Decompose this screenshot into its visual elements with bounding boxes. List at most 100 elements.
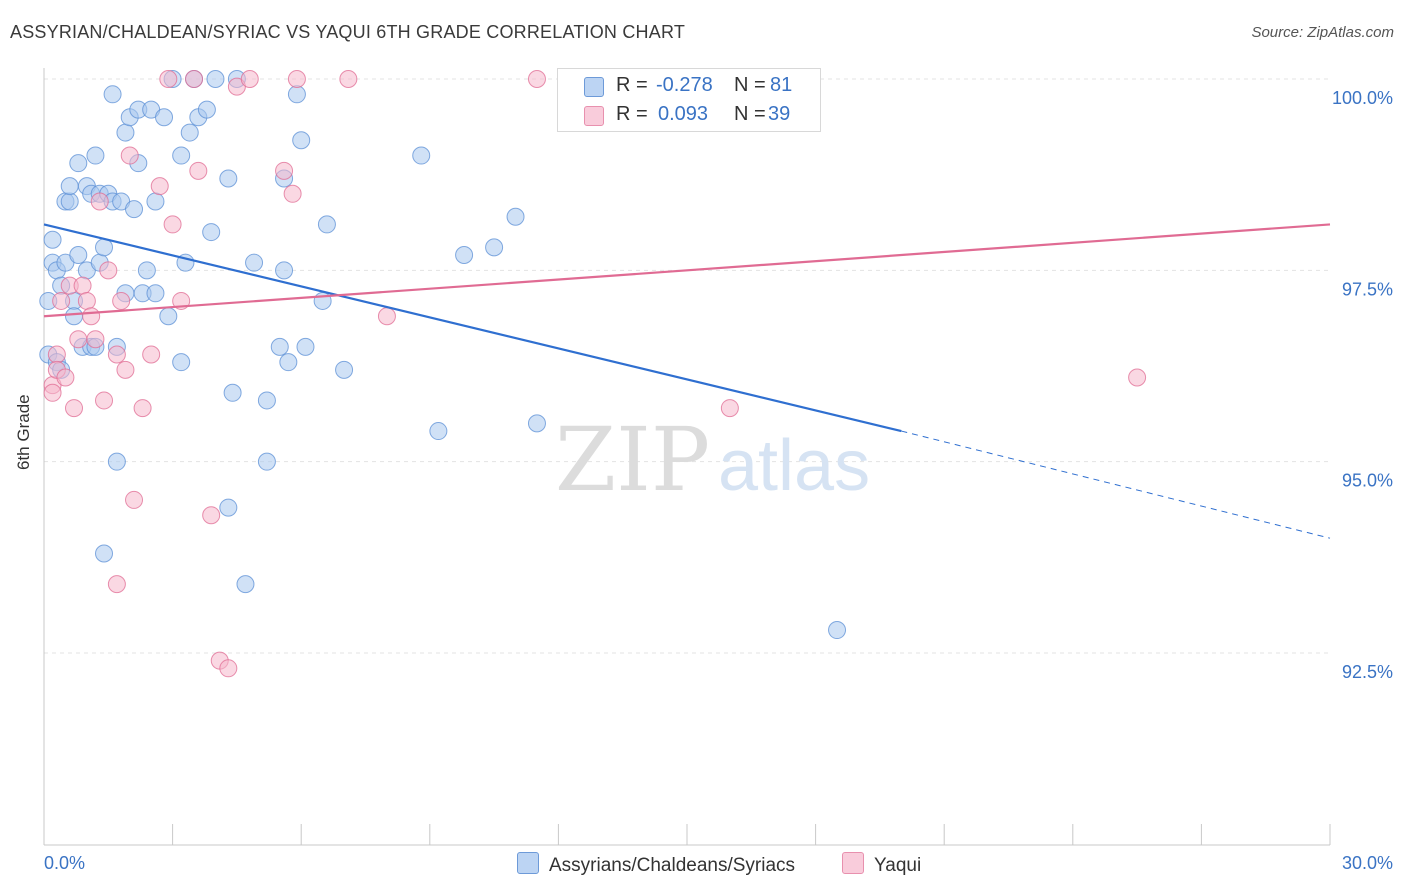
point-yaqui-27 <box>189 161 208 180</box>
point-assyrian-78 <box>219 498 238 517</box>
point-yaqui-19 <box>125 490 144 509</box>
point-assyrian-52 <box>197 100 216 119</box>
point-assyrian-21 <box>86 146 105 165</box>
point-yaqui-20 <box>133 399 152 418</box>
point-yaqui-39 <box>720 399 739 418</box>
y-tick-label-1: 95.0% <box>1342 471 1393 491</box>
x-tick-label-max: 30.0% <box>1342 853 1393 873</box>
y-tick-label-0: 92.5% <box>1342 662 1393 682</box>
point-yaqui-18 <box>120 146 139 165</box>
point-yaqui-22 <box>150 177 169 196</box>
point-yaqui-11 <box>86 330 105 349</box>
point-assyrian-53 <box>202 223 221 242</box>
point-yaqui-34 <box>283 184 302 203</box>
point-assyrian-77 <box>828 621 847 640</box>
point-assyrian-55 <box>219 169 238 188</box>
point-assyrian-15 <box>69 246 88 265</box>
point-assyrian-46 <box>172 146 191 165</box>
point-assyrian-63 <box>275 261 294 280</box>
point-yaqui-17 <box>116 360 135 379</box>
point-yaqui-30 <box>219 659 238 678</box>
y-axis-label: 6th Grade <box>14 394 33 470</box>
point-yaqui-36 <box>339 70 358 88</box>
point-yaqui-33 <box>275 161 294 180</box>
point-assyrian-59 <box>257 391 276 410</box>
point-assyrian-35 <box>125 200 144 219</box>
axes <box>43 68 1331 846</box>
point-yaqui-41 <box>43 383 62 402</box>
gridlines <box>44 78 1330 654</box>
source-label: Source: ZipAtlas.com <box>1251 24 1394 41</box>
point-assyrian-33 <box>116 123 135 142</box>
point-yaqui-4 <box>56 368 75 387</box>
point-yaqui-3 <box>52 291 71 310</box>
trend-line-assyrian <box>43 223 902 433</box>
point-assyrian-13 <box>65 307 84 326</box>
point-yaqui-32 <box>240 70 259 88</box>
point-yaqui-38 <box>527 70 546 88</box>
point-assyrian-71 <box>412 146 431 165</box>
legend-n-label: N = <box>734 74 766 96</box>
point-assyrian-39 <box>137 261 156 280</box>
point-yaqui-8 <box>73 276 92 295</box>
point-yaqui-9 <box>77 291 96 310</box>
point-yaqui-26 <box>185 70 204 88</box>
legend-r-value-assyrian: -0.278 <box>656 74 713 96</box>
point-yaqui-21 <box>142 345 161 364</box>
point-yaqui-7 <box>69 330 88 349</box>
bottom-legend-assyrian: Assyrians/Chaldeans/Syriacs <box>517 852 795 877</box>
trend-line-yaqui <box>43 223 1331 318</box>
point-yaqui-16 <box>112 291 131 310</box>
legend-r-label: R = <box>616 103 648 125</box>
legend-n-label: N = <box>734 103 766 125</box>
legend-row-assyrian: R = -0.278 N = 81 <box>558 71 820 101</box>
point-yaqui-37 <box>377 307 396 326</box>
point-assyrian-67 <box>296 337 315 356</box>
point-assyrian-70 <box>335 360 354 379</box>
x-tick-label-min: 0.0% <box>44 853 85 873</box>
point-assyrian-69 <box>317 215 336 234</box>
trend-line-assyrian-extension <box>901 430 1331 539</box>
trend-lines <box>43 223 1331 539</box>
x-tick-labels: 0.0% 30.0% <box>44 853 1393 873</box>
point-assyrian-56 <box>223 383 242 402</box>
point-assyrian-41 <box>146 284 165 303</box>
point-assyrian-30 <box>107 452 126 471</box>
legend-r-value-yaqui: 0.093 <box>658 103 709 125</box>
point-assyrian-27 <box>103 85 122 104</box>
point-assyrian-80 <box>95 544 114 563</box>
watermark-zip: ZIP <box>555 408 710 511</box>
point-assyrian-44 <box>159 307 178 326</box>
point-yaqui-23 <box>159 70 178 88</box>
bottom-legend-swatch-yaqui <box>842 852 864 874</box>
point-yaqui-42 <box>107 575 126 594</box>
point-assyrian-75 <box>506 207 525 226</box>
stats-legend: R = -0.278 N = 81 R = 0.093 N = 39 <box>557 68 821 132</box>
legend-r-label: R = <box>616 74 648 96</box>
point-assyrian-14 <box>69 154 88 173</box>
point-assyrian-2 <box>43 230 62 249</box>
point-yaqui-10 <box>82 307 101 326</box>
point-yaqui-15 <box>107 345 126 364</box>
point-assyrian-72 <box>429 422 448 441</box>
watermark-atlas: atlas <box>718 426 870 506</box>
point-assyrian-64 <box>279 353 298 372</box>
point-assyrian-54 <box>206 70 225 88</box>
point-assyrian-42 <box>146 192 165 211</box>
point-yaqui-1 <box>47 345 66 364</box>
point-assyrian-66 <box>292 131 311 150</box>
y-tick-label-2: 97.5% <box>1342 279 1393 299</box>
point-assyrian-76 <box>527 414 546 433</box>
legend-n-value-yaqui: 39 <box>768 103 791 125</box>
point-assyrian-61 <box>270 337 289 356</box>
point-yaqui-14 <box>99 261 118 280</box>
point-assyrian-79 <box>236 575 255 594</box>
point-assyrian-11 <box>60 177 79 196</box>
point-assyrian-49 <box>180 123 199 142</box>
legend-row-yaqui: R = 0.093 N = 39 <box>558 100 820 130</box>
point-assyrian-58 <box>245 253 264 272</box>
point-yaqui-13 <box>95 391 114 410</box>
point-assyrian-65 <box>287 85 306 104</box>
point-assyrian-73 <box>455 246 474 265</box>
